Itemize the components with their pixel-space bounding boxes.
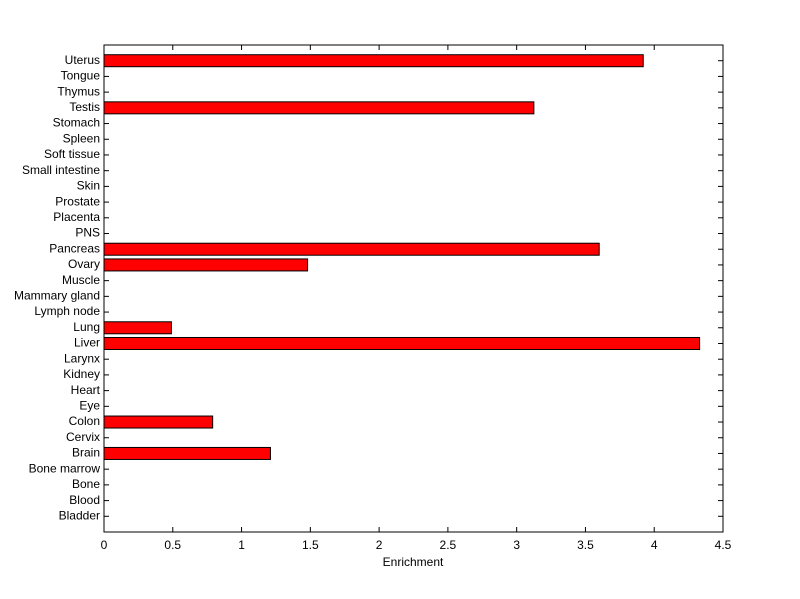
y-tick-label: Blood xyxy=(69,493,100,507)
y-tick-label: Soft tissue xyxy=(44,147,100,161)
x-tick-label: 0.5 xyxy=(164,538,181,552)
y-tick-label: Bladder xyxy=(59,508,100,522)
bar xyxy=(103,446,271,460)
y-tick-label: Colon xyxy=(69,414,100,428)
y-tick-label: Bone xyxy=(72,477,100,491)
bar xyxy=(103,336,701,350)
y-tick-label: Skin xyxy=(77,179,100,193)
y-tick-label: Muscle xyxy=(62,273,100,287)
bar xyxy=(103,258,309,272)
y-tick-label: Prostate xyxy=(55,194,100,208)
x-tick-label: 4.5 xyxy=(715,538,732,552)
bar xyxy=(103,242,600,256)
bar xyxy=(103,101,535,115)
x-tick-label: 3.5 xyxy=(577,538,594,552)
x-tick-label: 1.5 xyxy=(302,538,319,552)
y-tick-label: Uterus xyxy=(65,53,100,67)
x-tick-label: 1 xyxy=(238,538,245,552)
y-tick-label: Ovary xyxy=(68,257,100,271)
y-tick-label: Heart xyxy=(71,383,101,397)
x-tick-label: 0 xyxy=(101,538,108,552)
bar xyxy=(103,321,172,335)
x-tick-label: 4 xyxy=(651,538,658,552)
y-tick-label: Lymph node xyxy=(34,304,100,318)
y-tick-label: Pancreas xyxy=(49,241,100,255)
y-tick-label: Testis xyxy=(69,100,100,114)
y-tick-label: Spleen xyxy=(63,131,100,145)
y-tick-label: Kidney xyxy=(63,367,100,381)
y-tick-label: Placenta xyxy=(53,210,100,224)
bar xyxy=(103,54,644,68)
y-tick-label: Tongue xyxy=(61,69,101,83)
x-axis-label: Enrichment xyxy=(383,555,444,569)
y-tick-label: Thymus xyxy=(57,84,100,98)
y-tick-label: Lung xyxy=(73,320,100,334)
y-tick-label: Cervix xyxy=(66,430,100,444)
y-tick-label: Small intestine xyxy=(22,163,100,177)
y-tick-label: Larynx xyxy=(64,351,100,365)
y-tick-label: Mammary gland xyxy=(14,289,100,303)
y-tick-label: Brain xyxy=(72,446,100,460)
y-tick-label: Bone marrow xyxy=(29,461,101,475)
x-tick-label: 2 xyxy=(376,538,383,552)
y-tick-label: Stomach xyxy=(53,116,100,130)
x-tick-label: 2.5 xyxy=(440,538,457,552)
bar xyxy=(103,415,214,429)
y-tick-label: Liver xyxy=(74,336,100,350)
y-tick-label: Eye xyxy=(79,398,100,412)
x-tick-label: 3 xyxy=(513,538,520,552)
y-tick-label: PNS xyxy=(75,226,100,240)
